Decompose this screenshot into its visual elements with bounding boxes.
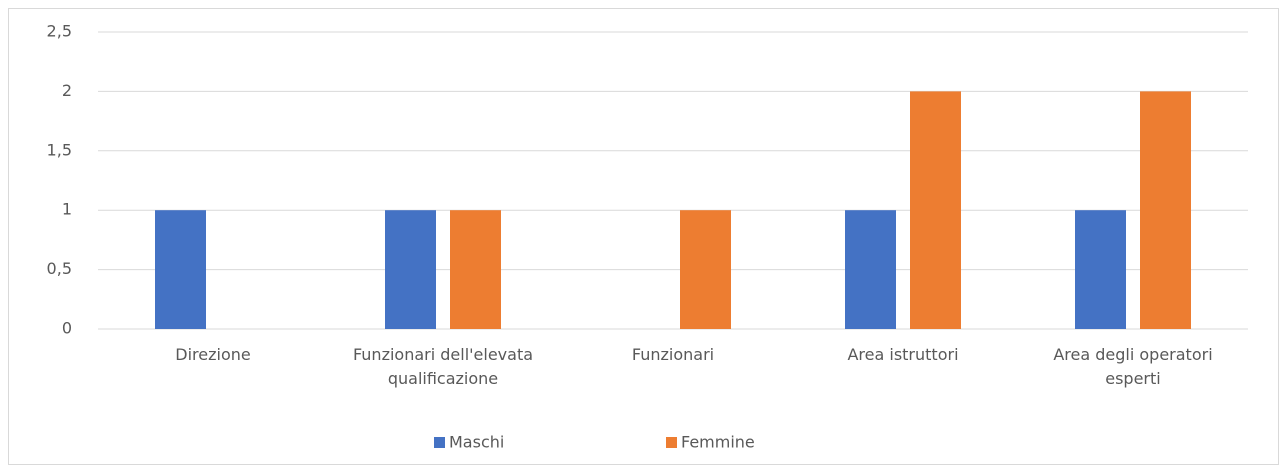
x-tick-label: Direzione [175,345,251,364]
legend-swatch [666,437,677,448]
bar [845,210,896,329]
bar [155,210,206,329]
x-tick-label: Funzionari dell'elevata qualificazione [352,345,534,388]
legend-label: Femmine [681,433,755,452]
x-tick-label: Area istruttori [847,345,959,364]
bar [910,91,961,330]
y-tick-label: 1,5 [47,140,72,159]
bar [1075,210,1126,329]
bar [450,210,501,329]
chart-frame [8,8,1279,465]
y-tick-label: 2,5 [47,22,72,41]
bar [385,210,436,329]
x-tick-label: Area degli operatori esperti [1053,345,1213,388]
bar [680,210,731,329]
bar [1140,91,1191,330]
x-tick-label: Funzionari [631,345,715,364]
y-tick-label: 2 [62,81,72,100]
legend-label: Maschi [449,433,504,452]
y-tick-label: 0,5 [47,259,72,278]
y-tick-label: 1 [62,200,72,219]
y-tick-label: 0 [62,319,72,338]
legend-swatch [434,437,445,448]
